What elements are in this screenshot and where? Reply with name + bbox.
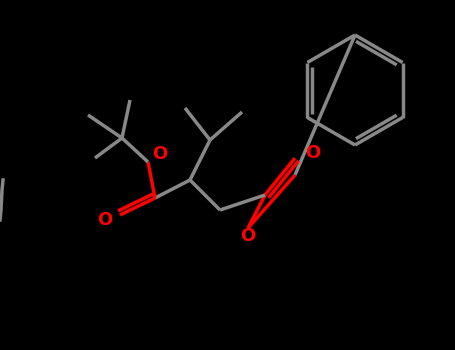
- Text: O: O: [152, 145, 167, 163]
- Text: O: O: [97, 211, 113, 229]
- Text: O: O: [305, 144, 321, 162]
- Text: O: O: [240, 227, 256, 245]
